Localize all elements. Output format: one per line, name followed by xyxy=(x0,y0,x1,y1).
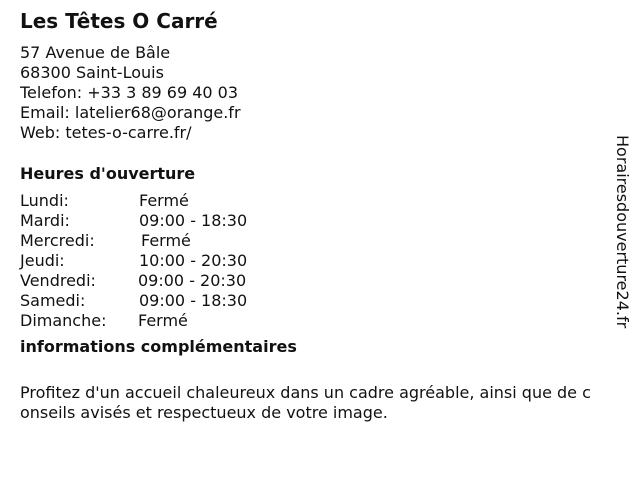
site-watermark: Horairesdouverture24.fr xyxy=(613,135,632,329)
hours-row: Dimanche: Fermé xyxy=(20,311,247,331)
address-street: 57 Avenue de Bâle xyxy=(20,43,171,62)
day-label: Mardi: xyxy=(20,211,70,230)
day-hours: 09:00 - 18:30 xyxy=(139,211,248,230)
hours-row: Jeudi: 10:00 - 20:30 xyxy=(20,251,247,271)
address-city: 68300 Saint-Louis xyxy=(20,63,164,82)
day-label: Dimanche: xyxy=(20,311,107,330)
day-label: Vendredi: xyxy=(20,271,96,290)
day-label: Samedi: xyxy=(20,291,86,310)
info-heading: informations complémentaires xyxy=(20,337,297,356)
day-label: Jeudi: xyxy=(20,251,65,270)
website: Web: tetes-o-carre.fr/ xyxy=(20,123,192,142)
day-label: Lundi: xyxy=(20,191,69,210)
hours-row: Lundi: Fermé xyxy=(20,191,247,211)
day-label: Mercredi: xyxy=(20,231,95,250)
email: Email: latelier68@orange.fr xyxy=(20,103,241,122)
day-hours: 10:00 - 20:30 xyxy=(139,251,248,270)
hours-row: Vendredi: 09:00 - 20:30 xyxy=(20,271,247,291)
hours-row: Samedi: 09:00 - 18:30 xyxy=(20,291,247,311)
day-hours: Fermé xyxy=(141,231,191,250)
business-name: Les Têtes O Carré xyxy=(20,9,218,33)
day-hours: Fermé xyxy=(139,191,189,210)
day-hours: 09:00 - 18:30 xyxy=(139,291,248,310)
day-hours: Fermé xyxy=(138,311,188,330)
contact-block: 57 Avenue de Bâle 68300 Saint-Louis Tele… xyxy=(20,43,241,143)
hours-heading: Heures d'ouverture xyxy=(20,164,196,183)
hours-row: Mardi: 09:00 - 18:30 xyxy=(20,211,247,231)
hours-table: Lundi: Fermé Mardi: 09:00 - 18:30 Mercredi… xyxy=(20,191,247,331)
hours-row: Mercredi: Fermé xyxy=(20,231,247,251)
phone: Telefon: +33 3 89 69 40 03 xyxy=(20,83,239,102)
info-text: Profitez d'un accueil chaleureux dans un… xyxy=(20,383,591,422)
day-hours: 09:00 - 20:30 xyxy=(138,271,247,290)
